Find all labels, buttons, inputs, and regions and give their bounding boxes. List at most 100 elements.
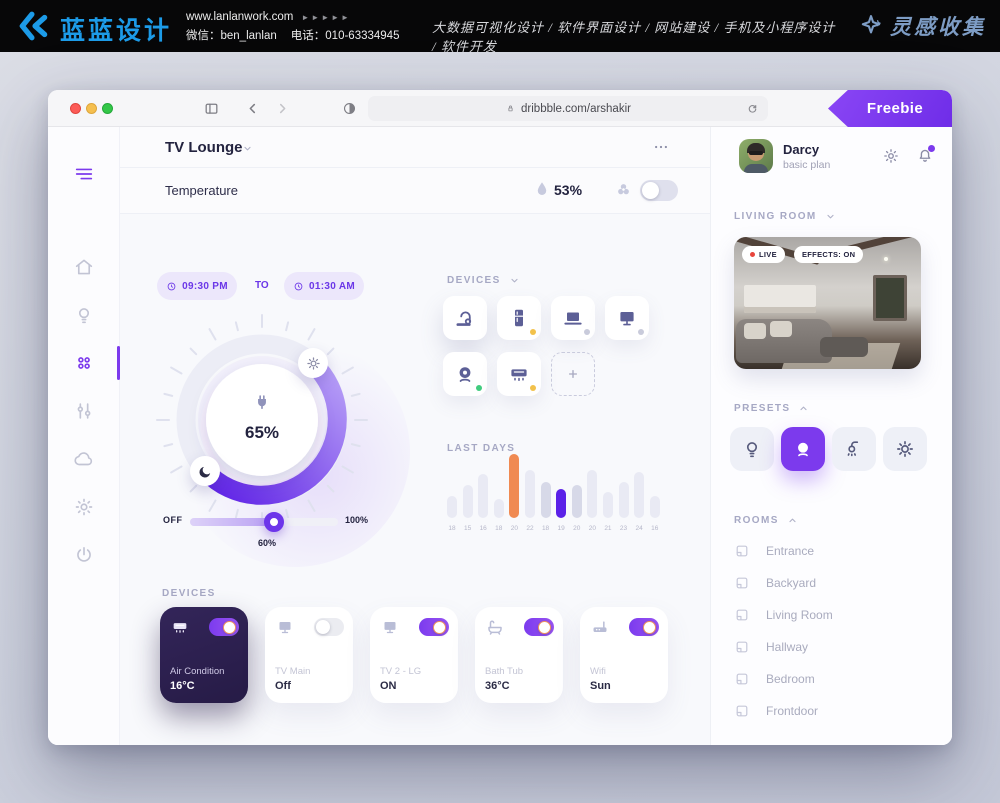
sidebar-item-settings[interactable] [73, 496, 95, 518]
devices-cards-label: DEVICES [162, 588, 216, 599]
device-toggle[interactable] [314, 618, 344, 636]
avatar-hair [747, 143, 765, 153]
status-dot [638, 329, 644, 335]
content-blocker-icon[interactable] [341, 100, 358, 117]
promo-banner: 蓝蓝设计 www.lanlanwork.com ►►►►► 微信：ben_lanl… [0, 0, 1000, 54]
camera-scene-window [873, 275, 907, 321]
sidebar-item-cloud[interactable] [73, 448, 95, 470]
preset-lamp[interactable] [730, 427, 774, 471]
room-header-row [120, 127, 710, 168]
minimize-window-button[interactable] [86, 103, 97, 114]
forward-icon[interactable] [274, 100, 291, 117]
device-toggle[interactable] [629, 618, 659, 636]
presets-section-label[interactable]: PRESETS [734, 403, 809, 414]
device-tile-fridge[interactable] [497, 296, 541, 340]
room-item-living-room[interactable]: Living Room [734, 605, 833, 625]
zoom-window-button[interactable] [102, 103, 113, 114]
left-rail [48, 127, 120, 745]
toggle-knob [538, 620, 551, 634]
settings-gear-icon[interactable] [882, 147, 900, 165]
room-dropdown[interactable]: LIVING ROOM [734, 211, 836, 222]
device-toggle[interactable] [419, 618, 449, 636]
device-card-wifi[interactable]: Wifi Sun [580, 607, 668, 703]
preset-camera[interactable] [781, 427, 825, 471]
chart-x-label: 18 [541, 525, 550, 532]
room-item-entrance[interactable]: Entrance [734, 541, 833, 561]
night-mode-handle[interactable] [190, 456, 220, 486]
power-dial[interactable] [150, 308, 374, 532]
room-item-frontdoor[interactable]: Frontdoor [734, 701, 833, 721]
sidebar-item-controls[interactable] [73, 400, 95, 422]
dial-center [206, 364, 318, 476]
power-icon [73, 544, 95, 566]
room-label: Living Room [766, 608, 833, 622]
back-icon[interactable] [244, 100, 261, 117]
device-toggle[interactable] [209, 618, 239, 636]
refresh-icon[interactable] [746, 102, 759, 115]
address-bar[interactable]: dribbble.com/arshakir [368, 96, 768, 121]
room-item-bedroom[interactable]: Bedroom [734, 669, 833, 689]
slider-knob[interactable] [264, 512, 284, 532]
device-tile-air-conditioner[interactable] [497, 352, 541, 396]
device-name: Bath Tub [485, 666, 524, 677]
room-item-backyard[interactable]: Backyard [734, 573, 833, 593]
chart-bar [618, 482, 629, 518]
last-days-chart [447, 452, 667, 518]
freebie-ribbon[interactable]: Freebie [828, 90, 952, 127]
device-tile-camera[interactable] [443, 352, 487, 396]
schedule-start-pill[interactable]: 09:30 PM [157, 272, 237, 300]
moon-icon [197, 463, 214, 480]
device-tile-monitor[interactable] [605, 296, 649, 340]
close-window-button[interactable] [70, 103, 81, 114]
device-tile-vacuum[interactable] [443, 296, 487, 340]
preset-shower[interactable] [832, 427, 876, 471]
sidebar-item-menu[interactable] [73, 163, 95, 185]
sidebar-item-power[interactable] [73, 544, 95, 566]
room-icon [734, 671, 750, 687]
chart-x-label: 18 [495, 525, 503, 532]
avatar[interactable] [739, 139, 773, 173]
clock-icon [166, 281, 177, 292]
chart-x-label: 20 [588, 525, 596, 532]
room-item-hallway[interactable]: Hallway [734, 637, 833, 657]
device-name: TV Main [275, 666, 311, 677]
preset-daylight[interactable] [883, 427, 927, 471]
chart-x-label: 19 [557, 525, 565, 532]
room-selector[interactable]: TV Lounge [165, 139, 243, 156]
fan-toggle[interactable] [640, 180, 678, 201]
ribbon-label: Freebie [866, 100, 924, 117]
chart-bar [571, 485, 582, 518]
device-tile-laptop[interactable] [551, 296, 595, 340]
camera-feed[interactable]: LIVE EFFECTS: ON [734, 237, 921, 369]
device-card-tv-2-lg[interactable]: TV 2 - LG ON [370, 607, 458, 703]
router-icon [590, 617, 610, 637]
laptop-icon [561, 306, 585, 330]
schedule-end-pill[interactable]: 01:30 AM [284, 272, 364, 300]
device-card-tv-main[interactable]: TV Main Off [265, 607, 353, 703]
device-card-air-condition[interactable]: Air Condition 16°C [160, 607, 248, 703]
fan-icon [614, 180, 633, 199]
device-tile-add-device[interactable] [551, 352, 595, 396]
sidebar-toggle-icon[interactable] [203, 100, 220, 117]
devices-label-text: DEVICES [447, 275, 501, 286]
rooms-section-label[interactable]: ROOMS [734, 515, 798, 526]
sidebar-item-dashboard[interactable] [73, 346, 120, 380]
sidebar-item-lights[interactable] [73, 304, 95, 326]
device-card-bath-tub[interactable]: Bath Tub 36°C [475, 607, 563, 703]
user-plan: basic plan [783, 159, 831, 171]
devices-section-label[interactable]: DEVICES [447, 275, 520, 286]
chart-x-label: 15 [463, 525, 472, 532]
chart-title: LAST DAYS [447, 443, 516, 454]
day-mode-handle[interactable] [298, 348, 328, 378]
cloud-icon [73, 448, 95, 470]
device-toggle[interactable] [524, 618, 554, 636]
slider-value: 60% [258, 538, 277, 548]
device-cards-row: Air Condition 16°C TV Main Off TV 2 - LG ON Ba… [160, 607, 668, 703]
sun-icon [894, 438, 916, 460]
dial-progress-arc[interactable] [196, 354, 347, 505]
notifications-bell-icon[interactable] [916, 145, 935, 165]
sidebar-item-home[interactable] [73, 256, 95, 278]
browser-toolbar: dribbble.com/arshakir Freebie [48, 90, 952, 127]
more-options-button[interactable] [652, 138, 670, 156]
last-days-label: LAST DAYS [447, 443, 515, 454]
